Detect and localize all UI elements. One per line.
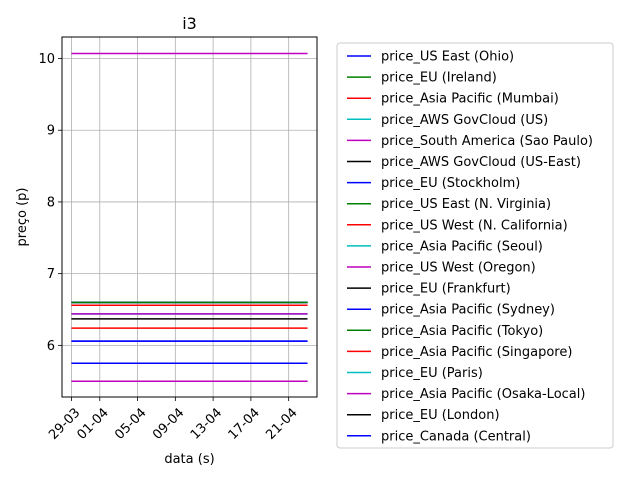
y-tick-label: 10 [38, 52, 55, 67]
legend-label: price_US West (Oregon) [381, 261, 536, 276]
x-tick-label: 21-04 [263, 405, 300, 442]
y-tick-label: 6 [47, 339, 55, 354]
x-tick-label: 29-03 [46, 405, 83, 442]
x-tick-label: 17-04 [226, 405, 263, 442]
legend-label: price_Asia Pacific (Tokyo) [381, 324, 543, 339]
grid [62, 37, 317, 397]
x-tick-label: 01-04 [75, 405, 112, 442]
y-tick-label: 8 [47, 195, 55, 210]
y-axis-title: preço (p) [15, 188, 30, 247]
legend-label: price_EU (Paris) [381, 366, 483, 381]
legend-label: price_Asia Pacific (Singapore) [381, 345, 572, 360]
legend-label: price_Asia Pacific (Sydney) [381, 303, 555, 318]
legend-label: price_US West (N. California) [381, 218, 568, 233]
legend-label: price_South America (Sao Paulo) [381, 134, 593, 149]
legend-label: price_Asia Pacific (Seoul) [381, 239, 543, 254]
legend-label: price_AWS GovCloud (US-East) [381, 155, 581, 170]
x-tick-label: 13-04 [188, 405, 225, 442]
legend-label: price_EU (London) [381, 408, 500, 423]
y-axis: 6 7 8 9 10 [38, 52, 62, 354]
legend-label: price_US East (N. Virginia) [381, 197, 551, 212]
legend-box [336, 42, 614, 449]
x-tick-label: 09-04 [150, 405, 187, 442]
legend-label: price_Canada (Central) [381, 429, 531, 444]
legend-label: price_Asia Pacific (Osaka-Local) [381, 387, 585, 402]
series-lines [71, 52, 308, 382]
legend-label: price_EU (Stockholm) [381, 176, 520, 191]
legend-label: price_AWS GovCloud (US) [381, 113, 548, 128]
x-axis-title: data (s) [164, 452, 214, 467]
legend-label: price_Asia Pacific (Mumbai) [381, 92, 559, 107]
legend-label: price_EU (Ireland) [381, 71, 497, 86]
plot-frame [61, 36, 318, 398]
legend: price_US East (Ohio) price_EU (Ireland) pr… [336, 42, 614, 449]
chart-title: i3 [182, 14, 197, 33]
legend-label: price_EU (Frankfurt) [381, 282, 511, 297]
y-tick-label: 9 [47, 124, 55, 139]
y-tick-label: 7 [47, 267, 55, 282]
legend-label: price_US East (Ohio) [381, 50, 514, 65]
x-tick-label: 05-04 [112, 405, 149, 442]
